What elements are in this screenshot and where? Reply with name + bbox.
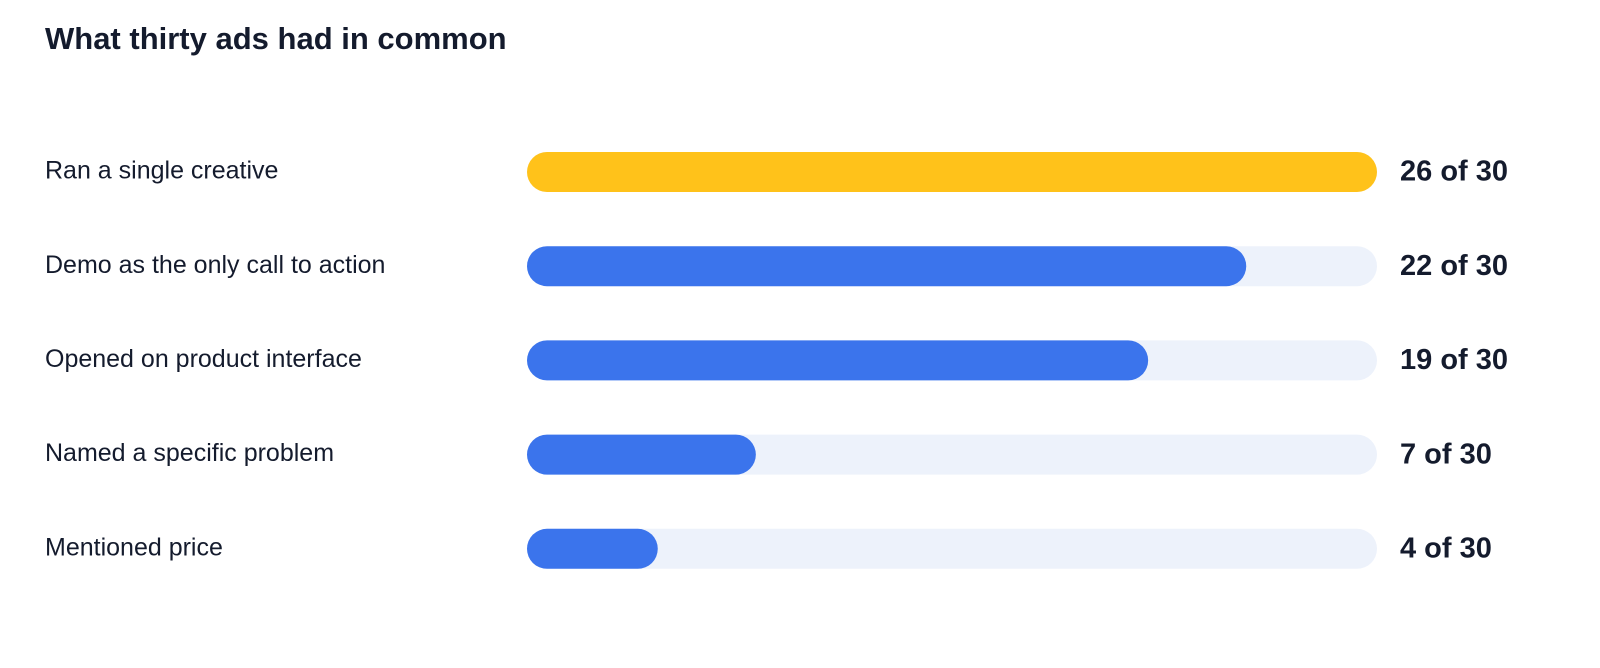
- category-label: Mentioned price: [45, 533, 223, 561]
- value-label: 4 of 30: [1400, 532, 1492, 564]
- category-label: Ran a single creative: [45, 157, 278, 185]
- category-label: Demo as the only call to action: [45, 251, 385, 279]
- value-label: 7 of 30: [1400, 438, 1492, 470]
- bar: [527, 246, 1247, 287]
- bar: [527, 434, 756, 475]
- bar: [527, 528, 658, 569]
- category-label: Named a specific problem: [45, 439, 334, 467]
- value-label: 26 of 30: [1400, 156, 1508, 188]
- bar: [527, 152, 1377, 192]
- chart-title: What thirty ads had in common: [45, 21, 507, 56]
- bar-track: [527, 528, 1377, 569]
- value-label: 22 of 30: [1400, 250, 1508, 282]
- bar: [527, 340, 1149, 381]
- value-label: 19 of 30: [1400, 344, 1508, 376]
- category-label: Opened on product interface: [45, 345, 362, 373]
